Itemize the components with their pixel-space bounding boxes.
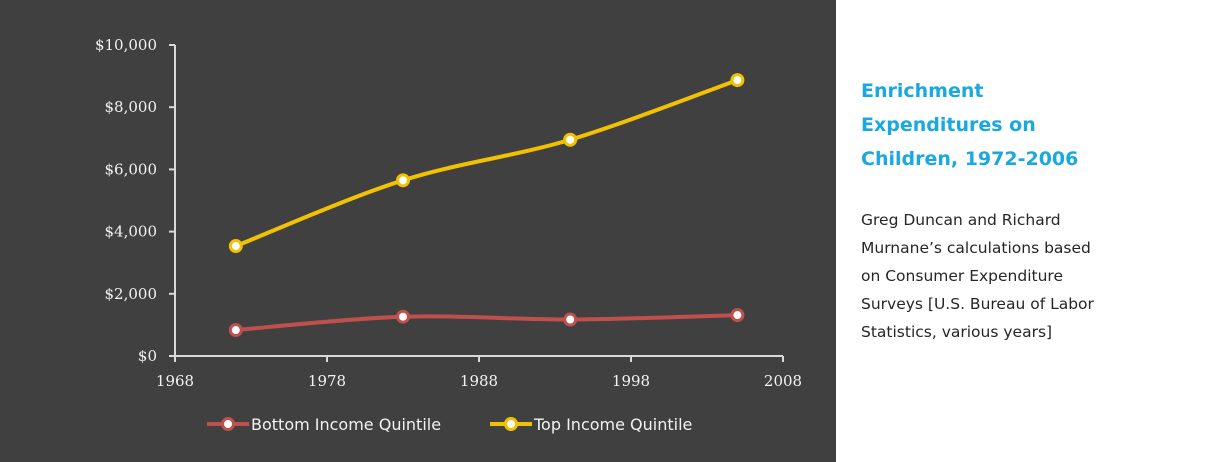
data-point-bottom xyxy=(228,323,243,338)
y-tick-label: $4,000 xyxy=(105,223,158,241)
data-point-top xyxy=(563,132,578,147)
y-tick-label: $6,000 xyxy=(105,160,158,178)
chart-panel: $0 $2,000 $4,000 $6,000 $8,000 $10,000 1968 197… xyxy=(0,0,836,462)
y-tick-label: $10,000 xyxy=(95,36,157,54)
line-chart: $0 $2,000 $4,000 $6,000 $8,000 $10,000 1968 197… xyxy=(95,36,802,434)
series-line-bottom xyxy=(235,313,738,333)
source-caption: Greg Duncan and Richard Murnane’s calcul… xyxy=(861,211,1094,341)
chart-title: Enrichment Expenditures on Children, 197… xyxy=(861,80,1079,170)
y-tick-label: $8,000 xyxy=(105,98,158,116)
series-line-top xyxy=(235,78,739,248)
data-point-top xyxy=(730,73,745,88)
legend-label-top: Top Income Quintile xyxy=(533,415,692,434)
x-tick-label: 1978 xyxy=(308,372,346,390)
y-tick-label: $2,000 xyxy=(105,285,158,303)
data-point-bottom xyxy=(396,309,410,324)
x-tick-label: 1998 xyxy=(612,372,650,390)
legend-label-bottom: Bottom Income Quintile xyxy=(251,415,441,434)
legend-marker-bottom xyxy=(221,417,235,431)
x-tick-label: 2008 xyxy=(764,372,802,390)
y-tick-label: $0 xyxy=(138,347,157,365)
x-tick-label: 1968 xyxy=(156,372,194,390)
data-point-top xyxy=(396,173,410,188)
data-point-bottom xyxy=(730,308,745,323)
legend-marker-top xyxy=(504,417,518,431)
data-point-top xyxy=(228,239,243,254)
x-tick-label: 1988 xyxy=(460,372,498,390)
data-point-bottom xyxy=(563,312,578,327)
